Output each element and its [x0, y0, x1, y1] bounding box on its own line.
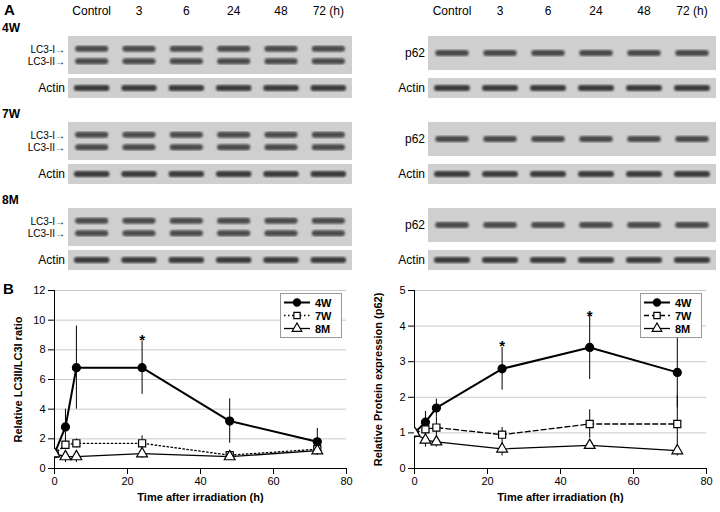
svg-text:8M: 8M: [315, 323, 330, 335]
svg-text:Actin: Actin: [38, 253, 65, 267]
svg-text:6: 6: [39, 373, 45, 385]
svg-text:Actin: Actin: [398, 81, 425, 95]
svg-text:4W: 4W: [315, 297, 332, 309]
svg-text:Control: Control: [433, 4, 472, 18]
svg-text:3: 3: [399, 355, 405, 367]
svg-text:3: 3: [136, 4, 143, 18]
svg-text:Actin: Actin: [38, 167, 65, 181]
svg-text:Control: Control: [72, 4, 111, 18]
svg-text:40: 40: [554, 475, 566, 487]
svg-text:3: 3: [497, 4, 504, 18]
svg-text:60: 60: [267, 475, 279, 487]
svg-text:5: 5: [399, 284, 405, 296]
svg-text:LC3-I→: LC3-I→: [31, 44, 65, 55]
svg-text:12: 12: [33, 284, 45, 296]
svg-text:LC3-I→: LC3-I→: [31, 216, 65, 227]
svg-text:20: 20: [481, 475, 493, 487]
svg-text:8M: 8M: [675, 323, 690, 335]
svg-text:6: 6: [183, 4, 190, 18]
svg-text:Actin: Actin: [398, 253, 425, 267]
svg-text:48: 48: [637, 4, 651, 18]
svg-text:LC3-II→: LC3-II→: [28, 56, 65, 67]
svg-text:p62: p62: [405, 132, 425, 146]
svg-text:20: 20: [121, 475, 133, 487]
svg-text:80: 80: [340, 475, 352, 487]
svg-text:72 (h): 72 (h): [313, 4, 344, 18]
svg-text:*: *: [139, 331, 145, 348]
svg-text:LC3-II→: LC3-II→: [28, 142, 65, 153]
svg-text:Time after irradiation (h): Time after irradiation (h): [137, 491, 264, 503]
svg-text:7W: 7W: [315, 310, 332, 322]
svg-text:2: 2: [39, 432, 45, 444]
svg-text:4W: 4W: [675, 297, 692, 309]
svg-text:48: 48: [274, 4, 288, 18]
svg-text:Actin: Actin: [398, 167, 425, 181]
svg-text:7W: 7W: [675, 310, 692, 322]
svg-text:60: 60: [627, 475, 639, 487]
svg-text:LC3-I→: LC3-I→: [31, 130, 65, 141]
svg-text:Time after irradiation (h): Time after irradiation (h): [497, 491, 624, 503]
svg-text:4: 4: [39, 403, 45, 415]
svg-text:0: 0: [411, 475, 417, 487]
svg-text:0: 0: [39, 462, 45, 474]
svg-text:Relative LC3II/LC3I ratio: Relative LC3II/LC3I ratio: [12, 316, 24, 442]
svg-text:1: 1: [399, 426, 405, 438]
svg-text:LC3-II→: LC3-II→: [28, 228, 65, 239]
svg-text:8M: 8M: [2, 193, 19, 207]
svg-text:10: 10: [33, 314, 45, 326]
svg-text:*: *: [587, 307, 593, 324]
svg-text:72 (h): 72 (h): [676, 4, 707, 18]
svg-text:40: 40: [194, 475, 206, 487]
svg-text:Actin: Actin: [38, 81, 65, 95]
svg-text:24: 24: [589, 4, 603, 18]
svg-text:p62: p62: [405, 218, 425, 232]
svg-text:24: 24: [227, 4, 241, 18]
svg-text:4: 4: [399, 320, 405, 332]
svg-text:2: 2: [399, 391, 405, 403]
svg-text:80: 80: [700, 475, 712, 487]
svg-text:*: *: [499, 337, 505, 354]
svg-text:7W: 7W: [2, 107, 21, 121]
svg-text:A: A: [4, 1, 15, 18]
svg-text:Relative Protein expression (p: Relative Protein expression (p62): [372, 292, 384, 466]
svg-text:0: 0: [399, 462, 405, 474]
html-text:B: B: [3, 280, 14, 297]
svg-text:4W: 4W: [2, 21, 21, 35]
svg-text:0: 0: [51, 475, 57, 487]
svg-text:8: 8: [39, 343, 45, 355]
svg-text:6: 6: [545, 4, 552, 18]
svg-text:p62: p62: [405, 46, 425, 60]
